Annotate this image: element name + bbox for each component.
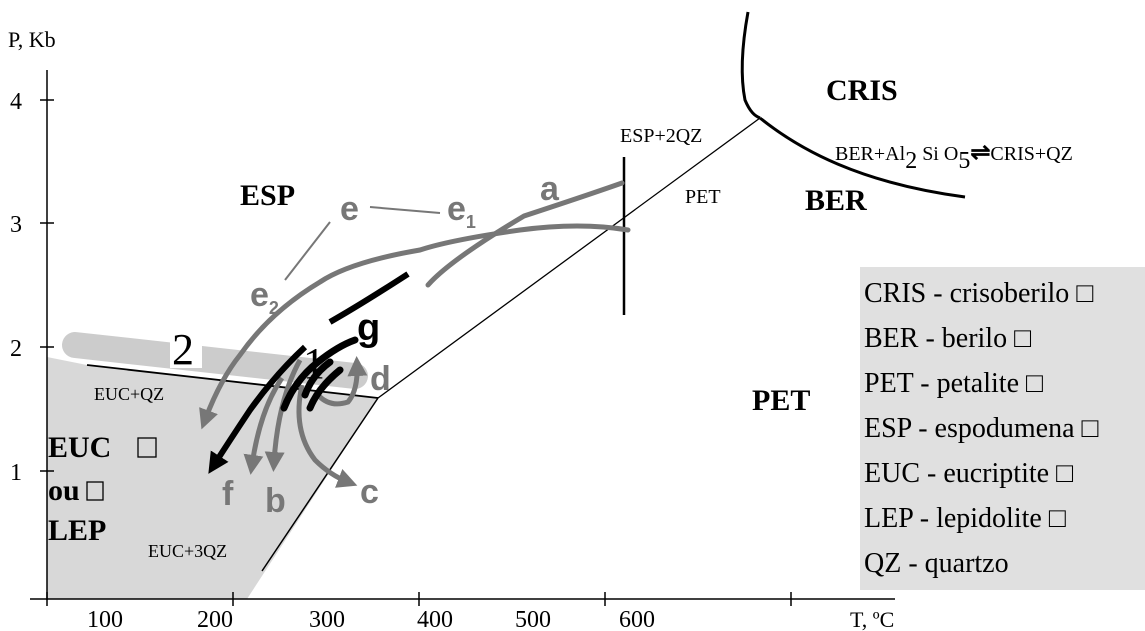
path-e [417, 223, 631, 253]
reaction-ber-cris: BER+Al2 Si O5⇌CRIS+QZ [835, 140, 1073, 174]
missing-glyph-icon: □ [1019, 368, 1043, 399]
field-euc-label: EUC [48, 431, 111, 464]
path-g [280, 336, 359, 412]
field-esp-label: ESP [240, 179, 295, 212]
boundary-cris-ber-lower [759, 116, 966, 199]
x-tick-label: 100 [87, 607, 123, 631]
x-tick-label: 300 [309, 607, 345, 631]
missing-glyph-icon: □ [1007, 323, 1032, 354]
reaction-euc-qz: EUC+QZ [94, 384, 164, 404]
path-label-b: b [265, 482, 286, 520]
x-axis-label: T, ºC [850, 607, 894, 631]
field-lep-label: LEP [48, 514, 106, 547]
missing-glyph-icon: □ [1041, 503, 1066, 534]
y-tick-label: 4 [10, 89, 22, 115]
e-connector-line [284, 221, 331, 281]
path-e-main [199, 247, 421, 430]
missing-glyph-icon: □ [1049, 458, 1073, 489]
path-label-g: g [357, 307, 380, 349]
path-label-e: e [340, 190, 359, 228]
boundary-pet-esp [377, 117, 761, 399]
legend-item: ESP - espodumena □ [864, 413, 1099, 444]
field-ou-label: ou [48, 474, 80, 507]
path-label-e1: e1 [447, 190, 476, 232]
path-label-e2: e2 [250, 276, 279, 318]
x-tick-label: 200 [197, 607, 233, 631]
legend: CRIS - crisoberilo □ BER - berilo □ PET … [860, 267, 1145, 590]
y-tick-label: 3 [10, 212, 22, 238]
x-tick-label: 400 [417, 607, 453, 631]
legend-item: CRIS - crisoberilo □ [864, 278, 1094, 309]
boundary-euc-3qz [261, 397, 379, 572]
path-label-c: c [360, 473, 379, 511]
field-pet-upper-label: PET [685, 186, 721, 208]
path-d [316, 356, 368, 407]
missing-glyph-box [86, 481, 104, 501]
path-label-f: f [222, 475, 234, 513]
path-f [243, 376, 285, 475]
legend-item: BER - berilo □ [864, 323, 1032, 354]
field-ber-label: BER [805, 184, 867, 217]
e-connector-line [369, 206, 441, 214]
y-axis-label: P, Kb [8, 27, 56, 52]
path-1 [214, 271, 410, 465]
reaction-esp-2qz: ESP+2QZ [620, 125, 702, 147]
y-tick-label: 1 [10, 460, 22, 486]
missing-glyph-icon: □ [1069, 278, 1094, 309]
y-tick-label: 2 [10, 336, 22, 362]
path-label-a: a [540, 170, 560, 208]
path-label-1: 1 [303, 339, 325, 388]
legend-item: PET - petalite □ [864, 368, 1043, 399]
legend-item: QZ - quartzo [864, 548, 1009, 579]
missing-glyph-icon: □ [1074, 413, 1099, 444]
boundary-euc-qz [86, 364, 379, 399]
field-cris-label: CRIS [826, 74, 898, 107]
reaction-euc-3qz: EUC+3QZ [148, 541, 227, 561]
x-tick-label: 500 [515, 607, 551, 631]
path-a [425, 180, 625, 288]
field-pet-label: PET [752, 384, 810, 417]
path-label-2: 2 [172, 325, 194, 374]
boundary-cris-ber-upper [740, 11, 761, 120]
missing-glyph-box [137, 437, 157, 458]
label-2-bg [170, 328, 202, 368]
path-c [296, 384, 358, 488]
x-tick-label: 600 [619, 607, 655, 631]
legend-item: EUC - eucriptite □ [864, 458, 1073, 489]
legend-item: LEP - lepidolite □ [864, 503, 1066, 534]
path-label-d: d [370, 360, 391, 398]
